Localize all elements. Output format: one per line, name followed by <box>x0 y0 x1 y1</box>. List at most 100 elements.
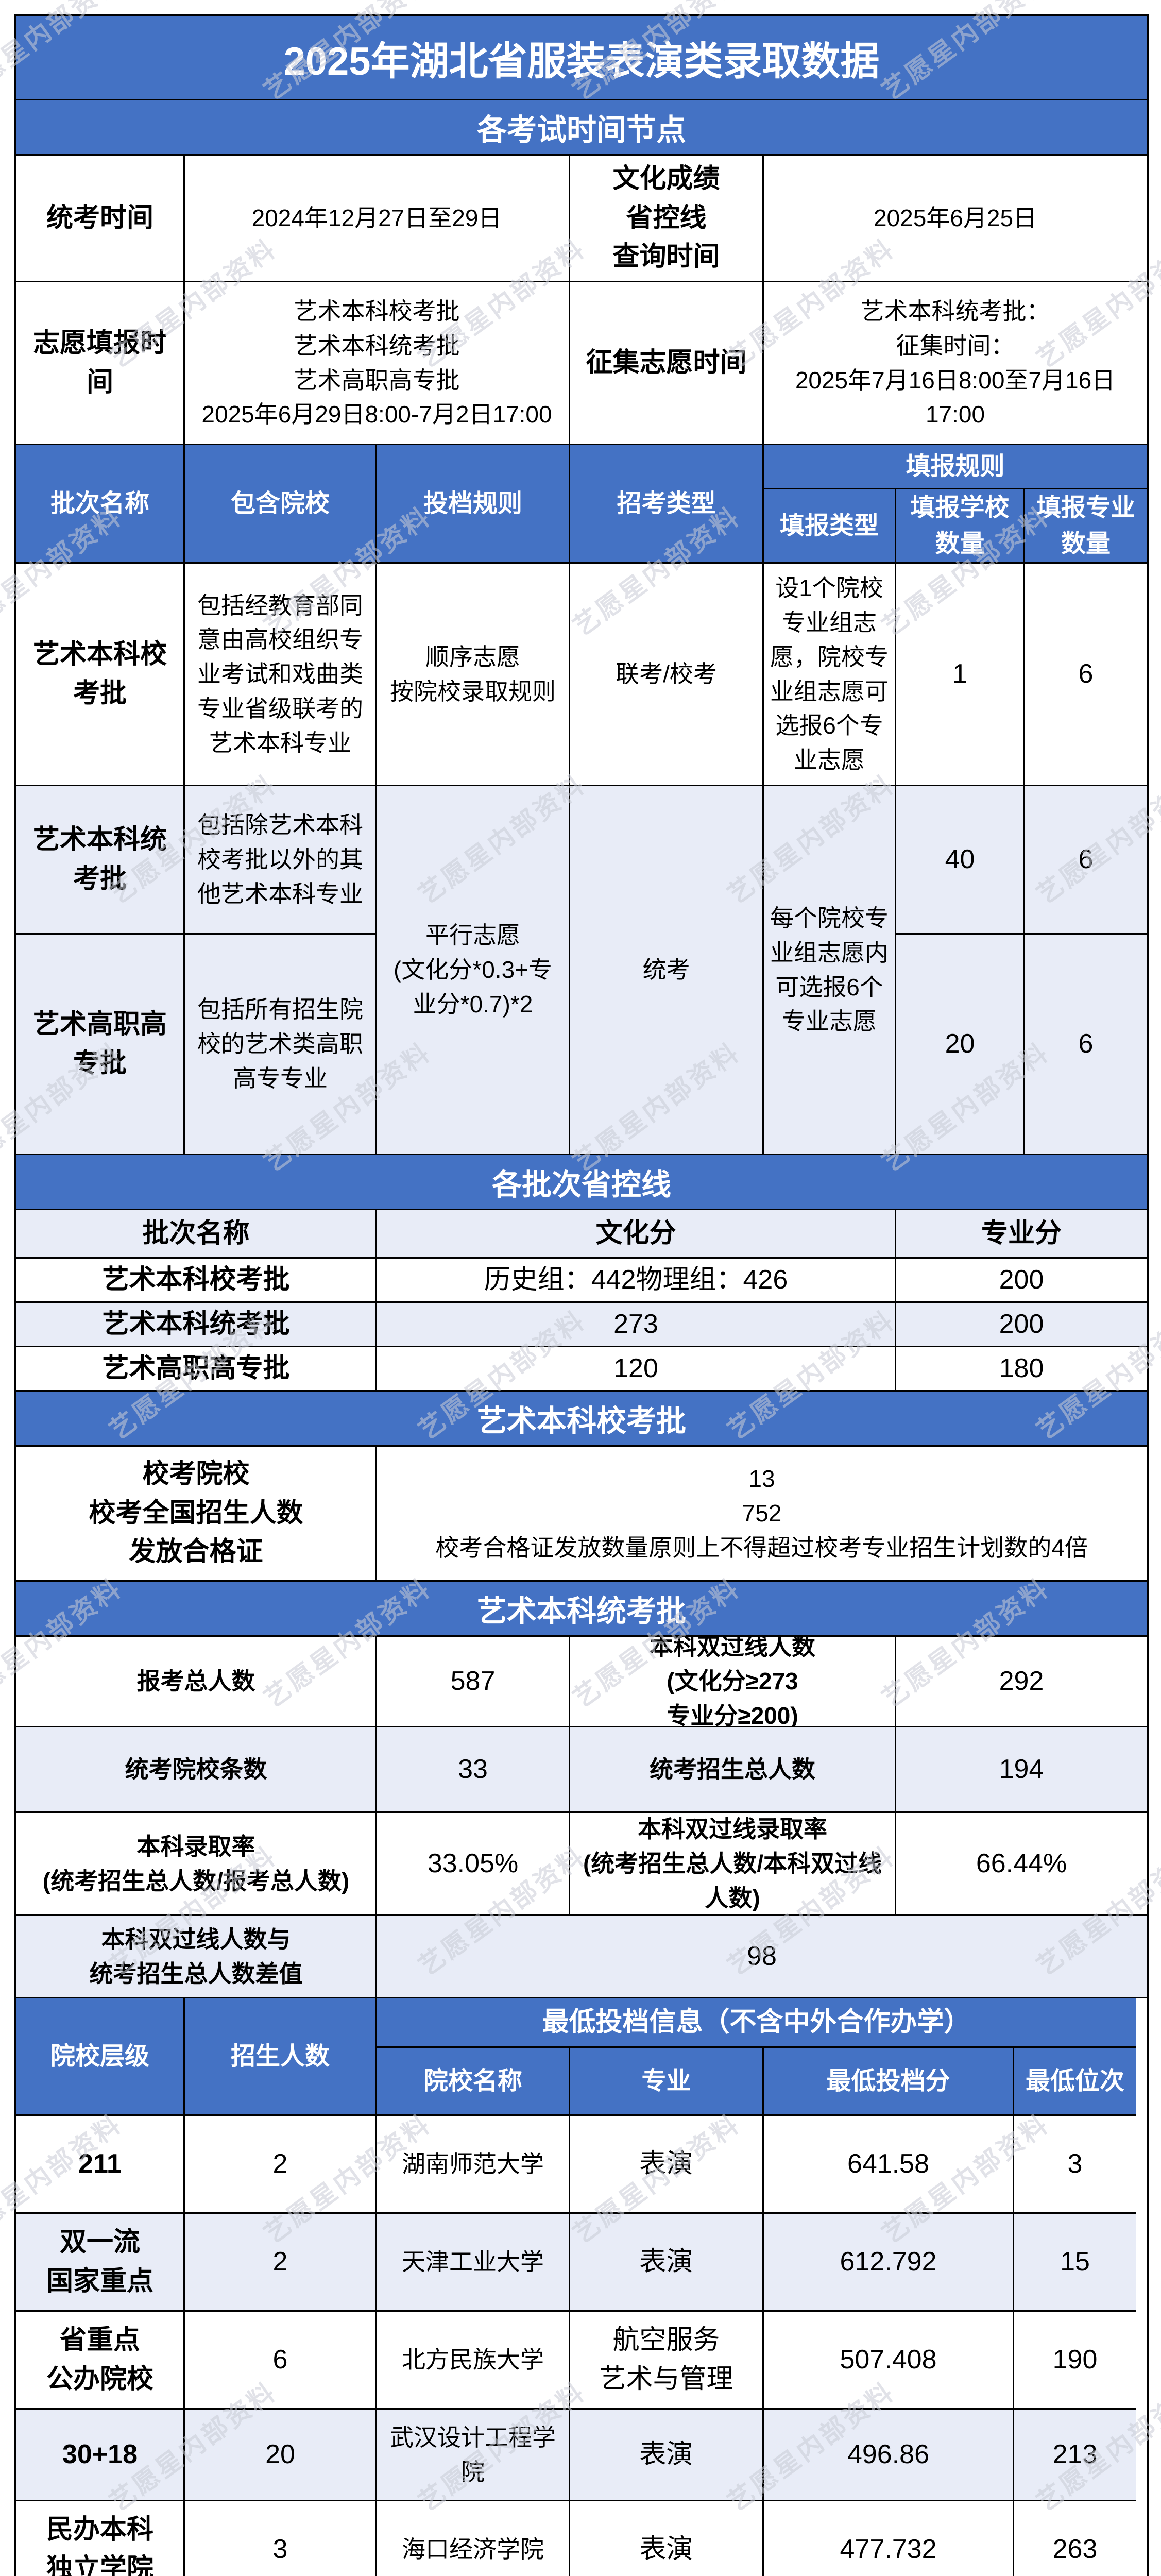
schedule-label-culture-line-time: 文化成绩 省控线 查询时间 <box>570 156 764 282</box>
school-cell: 湖南师范大学 <box>377 2116 570 2214</box>
major-cell: 表演 <box>570 2501 764 2576</box>
control-row-culture: 历史组：442物理组：426 <box>377 1259 896 1303</box>
schedule-value-volunteer-time: 艺术本科校考批 艺术本科统考批 艺术高职高专批 2025年6月29日8:00-7… <box>185 282 570 445</box>
rank-cell: 190 <box>1014 2312 1136 2410</box>
admission-header-score: 最低投档分 <box>764 2048 1014 2116</box>
stat-label-admission-rate: 本科录取率 (统考招生总人数/报考总人数) <box>16 1813 377 1916</box>
batch-rules-table: 批次名称 包含院校 投档规则 招考类型 填报规则 填报类型 填报学校数量 填报专… <box>16 445 1147 1155</box>
batch-header-rule: 投档规则 <box>377 445 570 564</box>
score-cell: 641.58 <box>764 2116 1014 2214</box>
stat-value-admission-rate: 33.05% <box>377 1813 570 1916</box>
schedule-value-tongkao-time: 2024年12月27日至29日 <box>185 156 570 282</box>
school-cell: 天津工业大学 <box>377 2214 570 2312</box>
score-cell: 477.732 <box>764 2501 1014 2576</box>
tier-cell: 211 <box>16 2116 185 2214</box>
admission-header-tier: 院校层级 <box>16 1998 185 2116</box>
stat-label-school-entries: 统考院校条数 <box>16 1727 377 1813</box>
stat-value-school-entries: 33 <box>377 1727 570 1813</box>
admission-header-count: 招生人数 <box>185 1998 377 2116</box>
batch-schools-tongkao: 包括除艺术本科校考批以外的其他艺术本科专业 <box>185 786 377 935</box>
stat-value-applicants: 587 <box>377 1637 570 1727</box>
major-cell: 航空服务 艺术与管理 <box>570 2312 764 2410</box>
count-cell: 2 <box>185 2116 377 2214</box>
schedule-label-zhengji-time: 征集志愿时间 <box>570 282 764 445</box>
batch-school-count-gaozhi: 20 <box>896 935 1025 1155</box>
xiaokao-stats-table: 校考院校 校考全国招生人数 发放合格证 13 752 校考合格证发放数量原则上不… <box>16 1447 1147 1582</box>
schedule-label-volunteer-time: 志愿填报时间 <box>16 282 185 445</box>
major-cell: 表演 <box>570 2214 764 2312</box>
batch-type-merged: 统考 <box>570 786 764 1155</box>
section-title-exam-schedule: 各考试时间节点 <box>16 100 1147 156</box>
control-header-batch: 批次名称 <box>16 1210 377 1259</box>
section-title-xiaokao: 艺术本科校考批 <box>16 1392 1147 1447</box>
control-row-batch: 艺术高职高专批 <box>16 1347 377 1392</box>
batch-type-xiaokao: 联考/校考 <box>570 564 764 786</box>
batch-rule-merged: 平行志愿 (文化分*0.3+专业分*0.7)*2 <box>377 786 570 1155</box>
count-cell: 20 <box>185 2410 377 2501</box>
control-row-major: 200 <box>896 1303 1147 1347</box>
batch-major-count-gaozhi: 6 <box>1025 935 1147 1155</box>
stat-label-double-pass-rate: 本科双过线录取率 (统考招生总人数/本科双过线 人数) <box>570 1813 896 1916</box>
control-row-culture: 273 <box>377 1303 896 1347</box>
major-cell: 表演 <box>570 2116 764 2214</box>
rank-cell: 213 <box>1014 2410 1136 2501</box>
exam-schedule-table: 统考时间 2024年12月27日至29日 文化成绩 省控线 查询时间 2025年… <box>16 156 1147 445</box>
batch-major-count-tongkao: 6 <box>1025 786 1147 935</box>
stat-label-difference: 本科双过线人数与 统考招生总人数差值 <box>16 1916 377 1998</box>
stat-label-double-pass: 本科双过线人数 (文化分≥273 专业分≥200) <box>570 1637 896 1727</box>
stat-label-total-admitted: 统考招生总人数 <box>570 1727 896 1813</box>
batch-rule-xiaokao: 顺序志愿 按院校录取规则 <box>377 564 570 786</box>
batch-name-tongkao: 艺术本科统考批 <box>16 786 185 935</box>
batch-header-fill-type: 填报类型 <box>764 489 896 564</box>
main-table: 2025年湖北省服装表演类录取数据 各考试时间节点 统考时间 2024年12月2… <box>14 14 1149 2576</box>
control-line-table: 批次名称 文化分 专业分 艺术本科校考批 历史组：442物理组：426 200 … <box>16 1210 1147 1392</box>
admission-header-major: 专业 <box>570 2048 764 2116</box>
score-cell: 507.408 <box>764 2312 1014 2410</box>
stat-label-applicants: 报考总人数 <box>16 1637 377 1727</box>
tier-cell: 双一流 国家重点 <box>16 2214 185 2312</box>
tier-cell: 民办本科 独立学院 <box>16 2501 185 2576</box>
batch-header-schools: 包含院校 <box>185 445 377 564</box>
schedule-value-culture-line-time: 2025年6月25日 <box>764 156 1147 282</box>
tongkao-stats-table: 报考总人数 587 本科双过线人数 (文化分≥273 专业分≥200) 292 … <box>16 1637 1147 1998</box>
score-cell: 496.86 <box>764 2410 1014 2501</box>
score-cell: 612.792 <box>764 2214 1014 2312</box>
tier-cell: 省重点 公办院校 <box>16 2312 185 2410</box>
page-title: 2025年湖北省服装表演类录取数据 <box>16 16 1147 100</box>
batch-header-name: 批次名称 <box>16 445 185 564</box>
control-header-culture: 文化分 <box>377 1210 896 1259</box>
school-cell: 武汉设计工程学院 <box>377 2410 570 2501</box>
school-cell: 北方民族大学 <box>377 2312 570 2410</box>
rank-cell: 263 <box>1014 2501 1136 2576</box>
batch-name-gaozhi: 艺术高职高专批 <box>16 935 185 1155</box>
batch-fill-xiaokao: 设1个院校专业组志愿，院校专业组志愿可选报6个专业志愿 <box>764 564 896 786</box>
admission-header-rank: 最低位次 <box>1014 2048 1136 2116</box>
stat-value-double-pass: 292 <box>896 1637 1147 1727</box>
control-row-major: 200 <box>896 1259 1147 1303</box>
control-row-batch: 艺术本科统考批 <box>16 1303 377 1347</box>
control-row-major: 180 <box>896 1347 1147 1392</box>
school-cell: 海口经济学院 <box>377 2501 570 2576</box>
rank-cell: 15 <box>1014 2214 1136 2312</box>
xiaokao-stats-value: 13 752 校考合格证发放数量原则上不得超过校考专业招生计划数的4倍 <box>377 1447 1147 1582</box>
section-title-control-line: 各批次省控线 <box>16 1155 1147 1210</box>
batch-fill-merged: 每个院校专业组志愿内可选报6个专业志愿 <box>764 786 896 1155</box>
batch-major-count-xiaokao: 6 <box>1025 564 1147 786</box>
stat-value-difference: 98 <box>377 1916 1147 1998</box>
control-header-major: 专业分 <box>896 1210 1147 1259</box>
tier-cell: 30+18 <box>16 2410 185 2501</box>
batch-header-type: 招考类型 <box>570 445 764 564</box>
admission-header-school: 院校名称 <box>377 2048 570 2116</box>
control-row-culture: 120 <box>377 1347 896 1392</box>
count-cell: 2 <box>185 2214 377 2312</box>
count-cell: 3 <box>185 2501 377 2576</box>
schedule-value-zhengji-time: 艺术本科统考批： 征集时间： 2025年7月16日8:00至7月16日17:00 <box>764 282 1147 445</box>
admission-section-title: 最低投档信息（不含中外合作办学） <box>377 1998 1136 2048</box>
section-title-tongkao: 艺术本科统考批 <box>16 1582 1147 1637</box>
batch-header-fill-school-count: 填报学校数量 <box>896 489 1025 564</box>
batch-schools-gaozhi: 包括所有招生院校的艺术类高职高专专业 <box>185 935 377 1155</box>
rank-cell: 3 <box>1014 2116 1136 2214</box>
xiaokao-stats-label: 校考院校 校考全国招生人数 发放合格证 <box>16 1447 377 1582</box>
stat-value-double-pass-rate: 66.44% <box>896 1813 1147 1916</box>
batch-school-count-xiaokao: 1 <box>896 564 1025 786</box>
